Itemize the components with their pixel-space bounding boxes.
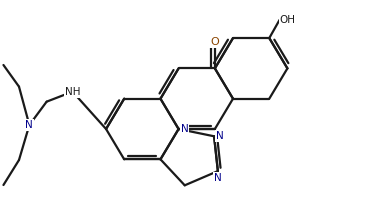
Text: O: O [211, 37, 219, 47]
Text: N: N [25, 120, 33, 130]
Text: N: N [216, 131, 224, 141]
Text: N: N [214, 173, 222, 183]
Text: N: N [180, 124, 188, 134]
Text: NH: NH [65, 87, 80, 97]
Text: OH: OH [280, 15, 296, 25]
